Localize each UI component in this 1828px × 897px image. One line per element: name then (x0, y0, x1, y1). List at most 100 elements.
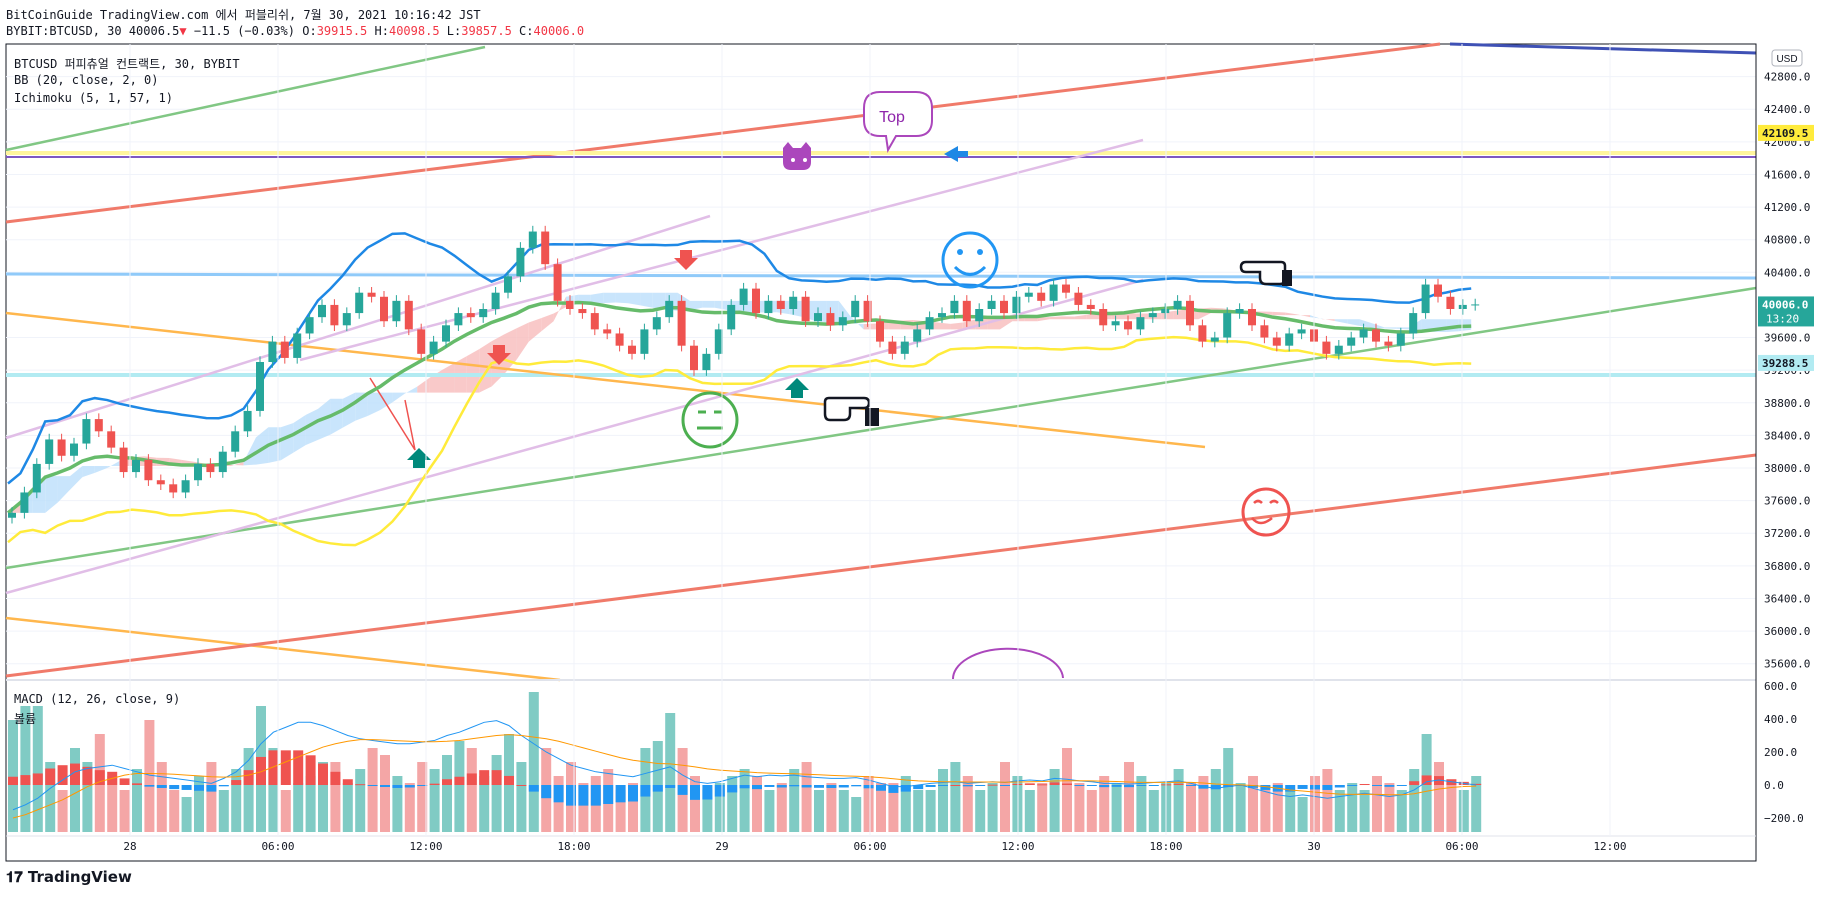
tradingview-logo[interactable]: 𝟏𝟕 TradingView (6, 868, 132, 886)
volume-bar (1396, 790, 1407, 832)
legend-bb[interactable]: BB (20, close, 2, 0) (14, 73, 159, 87)
legend-volume[interactable]: 볼륨 (14, 712, 37, 726)
price-badge: 39288.5 (1758, 354, 1814, 371)
macd-line[interactable] (12, 720, 1477, 811)
cloud-segment (628, 292, 641, 306)
time-tick-label: 12:00 (409, 840, 442, 853)
dizzy-face-icon[interactable] (1241, 487, 1291, 537)
macd-histogram-bar (1037, 784, 1048, 786)
smiley-icon[interactable] (941, 231, 999, 289)
volume-bar (727, 776, 738, 832)
trendline-navy[interactable] (1449, 42, 1757, 55)
macd-histogram-bar (1297, 785, 1308, 789)
candle (888, 341, 897, 354)
volume-bar (1024, 790, 1035, 832)
trendline-orange-low[interactable] (5, 616, 561, 682)
trendline-green-top[interactable] (5, 45, 486, 152)
volume-bar (714, 783, 725, 832)
candle (466, 313, 475, 318)
price-tick-label: 35600.0 (1764, 658, 1810, 671)
macd-histogram-bar (516, 785, 527, 786)
candle (94, 419, 103, 432)
bb-upper-line[interactable] (7, 232, 1472, 485)
currency-badge[interactable]: USD (1771, 49, 1803, 67)
macd-histogram-bar (342, 779, 353, 785)
macd-histogram-bar (169, 785, 180, 790)
candle (1260, 325, 1269, 338)
price-tick-label: 41200.0 (1764, 201, 1810, 214)
cloud-segment (342, 392, 356, 428)
candle (1396, 333, 1405, 346)
price-tick-label: 41600.0 (1764, 168, 1810, 181)
top-callout-label: Top (879, 109, 905, 126)
trendline-orange-mid[interactable] (5, 311, 1206, 449)
candle (1086, 304, 1095, 309)
candle (1000, 300, 1008, 314)
legend-macd[interactable]: MACD (12, 26, close, 9) (14, 692, 181, 706)
purple-arc[interactable] (951, 647, 1064, 681)
macd-histogram-bar (355, 784, 366, 786)
candle (801, 296, 810, 322)
neutral-face-icon[interactable] (681, 391, 739, 449)
volume-bar (1173, 769, 1184, 832)
volume-bar (218, 790, 229, 832)
cloud-segment (1334, 319, 1348, 324)
candle (1434, 284, 1442, 297)
legend-symbol: BTCUSD 퍼피츄얼 컨트랙트, 30, BYBIT (14, 57, 240, 71)
cloud-segment (1024, 317, 1038, 322)
macd-histogram-bar (45, 768, 56, 785)
macd-axis[interactable]: 600.0 400.0 200.0 0.0 −200.0 (1764, 680, 1804, 825)
macd-histogram-bar (578, 785, 589, 806)
volume-bar (1322, 769, 1333, 832)
macd-histogram-bar (367, 785, 378, 786)
macd-histogram-bar (82, 766, 93, 785)
trendline-red-top[interactable] (5, 42, 1441, 224)
macd-histogram-bar (851, 785, 862, 787)
volume-bar (814, 790, 824, 832)
time-axis[interactable]: 28 06:00 12:00 18:00 29 06:00 12:00 18:00 30 06:0… (6, 44, 1756, 853)
volume-bar (1384, 783, 1395, 832)
channel-pink-1[interactable] (5, 214, 711, 440)
volume-bar (1297, 797, 1308, 832)
cat-emoji-icon[interactable] (783, 142, 811, 170)
red-arrow-drawing[interactable] (369, 377, 416, 451)
cloud-segment (603, 292, 616, 304)
legend-ichimoku[interactable]: Ichimoku (5, 1, 57, 1) (14, 91, 173, 105)
candle (504, 276, 512, 293)
cloud-segment (1384, 327, 1397, 329)
macd-histogram-bar (380, 785, 390, 787)
price-axis[interactable]: 42800.042400.042000.041600.041200.040800… (1755, 44, 1814, 861)
cloud-segment (1322, 318, 1335, 322)
change-arrow-icon: ▼ (179, 24, 187, 38)
signal-line[interactable] (12, 734, 1477, 819)
volume-bar (132, 769, 142, 832)
macd-histogram-bar (305, 755, 316, 785)
pointing-hand-icon[interactable] (823, 396, 879, 426)
macd-histogram-bar (938, 785, 948, 786)
volume-bar (1372, 776, 1382, 832)
cloud-segment (231, 461, 244, 466)
hline-blue[interactable] (5, 272, 1757, 280)
candle (367, 292, 376, 297)
volume-bar (888, 783, 899, 832)
macd-histogram-bar (1285, 785, 1296, 792)
time-tick-label: 30 (1307, 840, 1320, 853)
top-callout[interactable]: Top (863, 91, 933, 154)
candle (603, 329, 612, 334)
macd-histogram-bar (714, 785, 725, 797)
time-tick-label: 18:00 (557, 840, 590, 853)
candle (652, 317, 661, 330)
macd-histogram-bar (280, 750, 291, 785)
cloud-segment (256, 427, 269, 465)
candle (727, 304, 736, 330)
cloud-segment (1359, 319, 1372, 328)
price-badge: 40006.013:20 (1758, 296, 1814, 327)
macd-histogram-bar (541, 785, 552, 799)
trendline-red-bottom[interactable] (5, 453, 1757, 678)
o-label: O: (302, 24, 317, 38)
trendline-green-long[interactable] (5, 286, 1757, 570)
pointing-hand-icon[interactable] (1239, 260, 1292, 286)
candle (1248, 309, 1256, 326)
volume-bar (1260, 790, 1271, 832)
